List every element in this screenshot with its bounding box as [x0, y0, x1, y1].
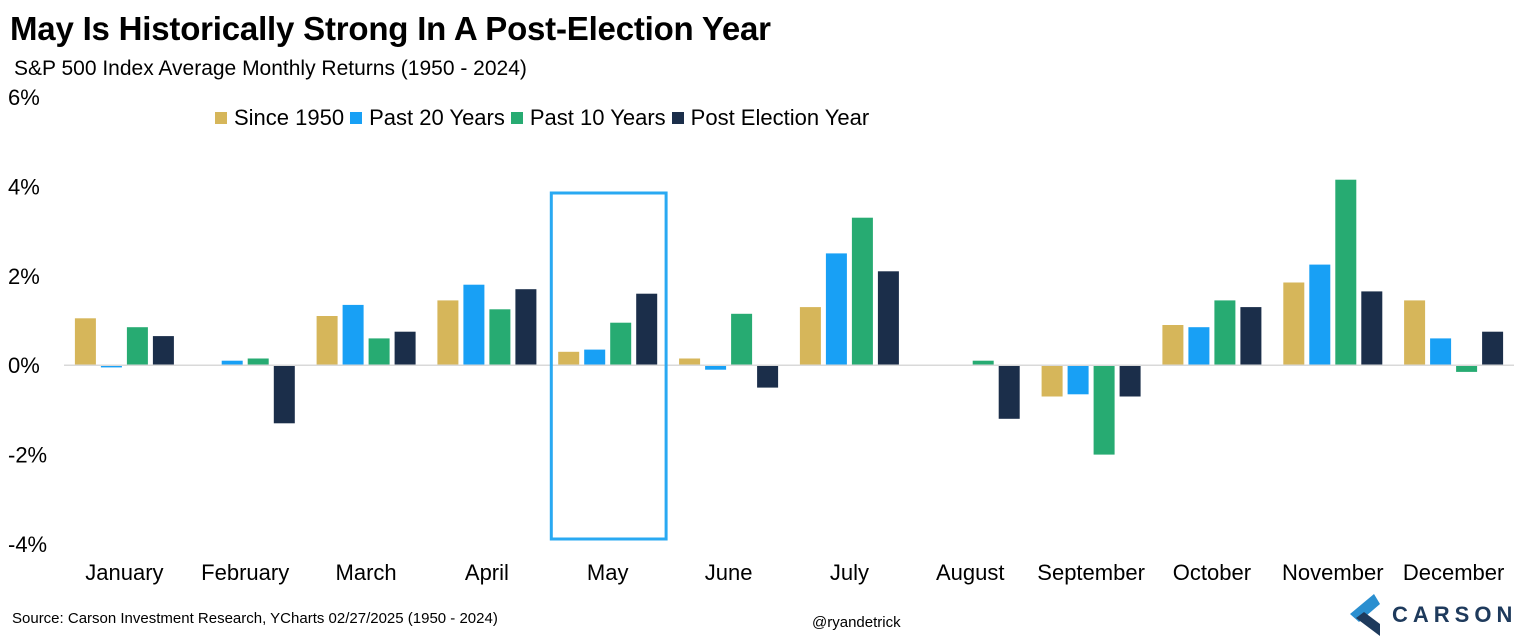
legend-swatch-since-1950	[215, 112, 227, 124]
chart-subtitle: S&P 500 Index Average Monthly Returns (1…	[14, 57, 527, 80]
bar-july-post-election-year	[877, 271, 899, 366]
legend-swatch-past-20-years	[350, 112, 363, 124]
bar-april-since-1950	[437, 300, 459, 366]
twitter-handle: @ryandetrick	[812, 614, 901, 631]
carson-logo-text: CARSON	[1392, 602, 1514, 627]
x-tick-label-may: May	[587, 560, 629, 585]
bar-may-since-1950	[558, 351, 580, 366]
bar-march-past-20-years	[342, 304, 364, 366]
legend-item-past-20-years: Past 20 Years	[350, 105, 505, 131]
bar-june-since-1950	[679, 358, 701, 366]
bar-july-past-10-years	[851, 217, 873, 366]
bar-march-since-1950	[316, 316, 338, 366]
bar-december-post-election-year	[1482, 331, 1504, 366]
legend-label-past-10-years: Past 10 Years	[529, 105, 666, 130]
bar-february-post-election-year	[273, 365, 295, 424]
bars	[74, 179, 1504, 455]
legend-item-since-1950: Since 1950	[215, 105, 344, 131]
bar-september-post-election-year	[1119, 365, 1141, 397]
x-tick-label-october: October	[1173, 560, 1251, 585]
y-tick-label: -4%	[8, 532, 47, 557]
bar-november-post-election-year	[1361, 291, 1383, 366]
bar-august-post-election-year	[998, 365, 1020, 419]
bar-january-post-election-year	[152, 336, 174, 366]
y-tick-label: 4%	[8, 174, 40, 199]
legend: Since 1950 Past 20 Years Past 10 Years P…	[215, 105, 875, 131]
bar-december-since-1950	[1404, 300, 1426, 366]
y-tick-label: 0%	[8, 353, 40, 378]
bar-september-past-10-years	[1093, 365, 1115, 455]
x-tick-label-november: November	[1282, 560, 1383, 585]
source-note: Source: Carson Investment Research, YCha…	[12, 610, 498, 627]
bar-may-post-election-year	[636, 293, 658, 366]
bar-april-past-10-years	[489, 309, 511, 366]
legend-swatch-post-election-year	[671, 112, 684, 124]
y-axis: 6% 4% 2% 0% -2% -4%	[8, 85, 47, 557]
bar-november-past-20-years	[1309, 264, 1331, 366]
x-tick-label-december: December	[1403, 560, 1504, 585]
legend-item-past-10-years: Past 10 Years	[510, 105, 666, 131]
bar-march-post-election-year	[394, 331, 416, 366]
bar-september-past-20-years	[1067, 365, 1089, 395]
legend-item-post-election-year: Post Election Year	[671, 105, 870, 131]
bar-june-past-10-years	[731, 313, 753, 366]
bar-february-past-10-years	[247, 358, 269, 366]
bar-april-post-election-year	[515, 289, 537, 366]
bar-january-past-10-years	[126, 327, 148, 366]
legend-label-past-20-years: Past 20 Years	[369, 105, 505, 130]
legend-swatch-past-10-years	[510, 112, 523, 124]
x-tick-label-june: June	[705, 560, 753, 585]
bar-october-post-election-year	[1240, 307, 1262, 366]
bar-october-since-1950	[1162, 325, 1184, 366]
highlight-box-may	[549, 191, 668, 541]
x-axis: January February March April May June July Augu…	[85, 560, 1504, 585]
may-highlight-box	[549, 191, 668, 541]
bar-november-since-1950	[1283, 282, 1305, 366]
y-tick-label: 6%	[8, 85, 40, 110]
x-tick-label-february: February	[201, 560, 289, 585]
bar-november-past-10-years	[1335, 179, 1357, 366]
bar-october-past-20-years	[1188, 327, 1210, 366]
bar-december-past-20-years	[1430, 338, 1452, 366]
bar-may-past-10-years	[610, 322, 632, 366]
bar-february-past-20-years	[221, 360, 243, 366]
x-tick-label-july: July	[830, 560, 869, 585]
bar-june-past-20-years	[705, 365, 727, 370]
bar-april-past-20-years	[463, 284, 485, 366]
bar-january-since-1950	[74, 318, 96, 366]
bar-may-past-20-years	[584, 349, 606, 366]
bar-march-past-10-years	[368, 338, 390, 366]
bar-july-past-20-years	[825, 253, 847, 366]
bar-august-past-10-years	[972, 360, 994, 366]
legend-label-post-election-year: Post Election Year	[690, 105, 870, 130]
y-tick-label: -2%	[8, 443, 47, 468]
x-tick-label-august: August	[936, 560, 1005, 585]
bar-july-since-1950	[799, 307, 821, 366]
legend-label-since-1950: Since 1950	[234, 105, 345, 130]
y-tick-label: 2%	[8, 264, 40, 289]
bar-june-post-election-year	[757, 365, 779, 388]
x-tick-label-january: January	[85, 560, 163, 585]
bar-september-since-1950	[1041, 365, 1063, 397]
x-tick-label-april: April	[465, 560, 509, 585]
x-tick-label-september: September	[1037, 560, 1145, 585]
carson-logo-mark-icon	[1350, 594, 1380, 636]
carson-logo: CARSON	[1350, 594, 1514, 636]
x-tick-label-march: March	[336, 560, 397, 585]
bar-october-past-10-years	[1214, 300, 1236, 366]
bar-january-past-20-years	[100, 365, 122, 368]
bar-december-past-10-years	[1456, 365, 1478, 372]
chart-title: May Is Historically Strong In A Post-Ele…	[10, 10, 771, 47]
